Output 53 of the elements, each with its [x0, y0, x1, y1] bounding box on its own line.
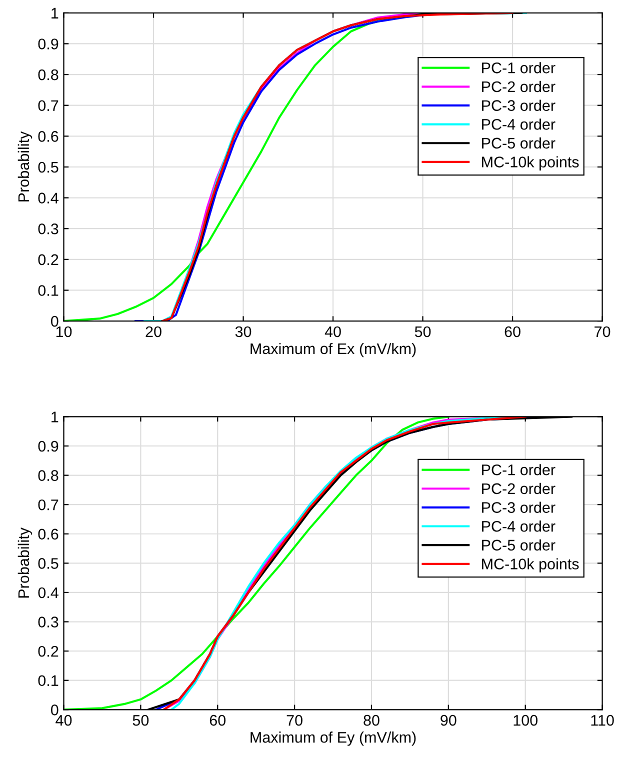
x-tick-label: 70: [594, 326, 610, 338]
y-tick-label: 0.5: [38, 558, 58, 569]
y-axis-title: Probability: [18, 131, 32, 202]
x-tick-label: 20: [146, 326, 162, 338]
x-tick-label: 60: [504, 326, 520, 338]
x-tick-label: 90: [440, 714, 456, 726]
y-tick-label: 0.8: [38, 69, 58, 80]
y-tick-label: 0.2: [38, 646, 58, 657]
y-tick-label: 0.5: [38, 162, 58, 173]
x-axis-title: Maximum of Ex (mV/km): [250, 342, 416, 358]
y-tick-label: 0.4: [38, 587, 58, 598]
x-tick-label: 110: [591, 714, 614, 726]
x-tick-label: 50: [414, 326, 431, 338]
legend-label: PC-2 order: [482, 80, 556, 92]
legend-label: PC-3 order: [482, 502, 556, 513]
x-tick-label: 50: [132, 714, 149, 726]
y-tick-label: 0.3: [38, 616, 58, 628]
y-tick-label: 1: [52, 8, 58, 18]
legend-label: MC-10k points: [482, 558, 579, 572]
x-tick-label: 40: [56, 714, 72, 726]
y-tick-label: 0.4: [38, 192, 58, 204]
x-tick-label: 60: [210, 714, 226, 726]
y-tick-label: 0.1: [38, 285, 58, 296]
legend-label: PC-4 order: [482, 118, 556, 130]
legend-label: PC-4 order: [482, 520, 556, 532]
y-tick-label: 0.2: [38, 254, 58, 266]
x-axis-title: Maximum of Ey (mV/km): [250, 732, 416, 746]
legend-label: PC-1 order: [482, 62, 556, 74]
y-tick-label: 0.7: [38, 100, 58, 112]
legend-label: MC-10k points: [482, 156, 579, 170]
y-tick-label: 0.1: [38, 675, 58, 686]
y-tick-label: 0.6: [38, 131, 58, 142]
x-tick-label: 10: [56, 326, 72, 338]
y-tick-label: 0: [50, 704, 58, 716]
y-tick-label: 1: [52, 412, 58, 422]
y-tick-label: 0.9: [38, 440, 58, 452]
y-axis-title: Probability: [18, 528, 32, 598]
x-tick-label: 40: [324, 326, 341, 338]
legend-label: PC-5 order: [482, 137, 556, 149]
y-tick-label: 0.7: [38, 499, 58, 510]
y-tick-label: 0: [50, 316, 58, 327]
legend-label: PC-2 order: [482, 482, 556, 494]
y-tick-label: 0.9: [38, 38, 58, 50]
legend-label: PC-3 order: [482, 100, 556, 111]
legend-label: PC-1 order: [482, 464, 556, 476]
y-tick-label: 0.6: [38, 528, 58, 540]
legend-label: PC-5 order: [482, 539, 556, 551]
x-tick-label: 100: [514, 714, 538, 726]
y-tick-label: 0.8: [38, 470, 58, 481]
x-tick-label: 80: [364, 714, 380, 726]
y-tick-label: 0.3: [38, 223, 58, 234]
x-tick-label: 30: [235, 326, 252, 338]
x-tick-label: 70: [286, 714, 302, 726]
